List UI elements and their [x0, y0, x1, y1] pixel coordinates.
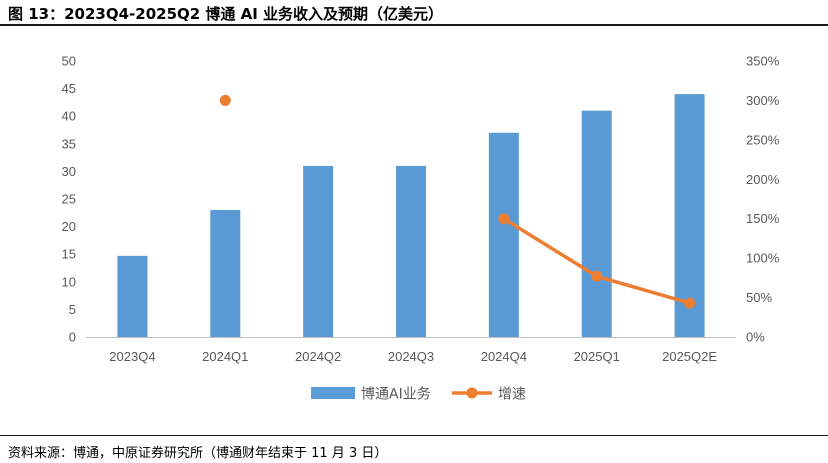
right-axis-tick: 50% — [746, 290, 772, 305]
bar — [117, 255, 148, 337]
category-label: 2025Q1 — [574, 349, 620, 364]
title-divider — [0, 24, 828, 26]
legend-label-bar: 博通AI业务 — [361, 386, 431, 403]
left-axis-tick: 45 — [62, 81, 76, 96]
growth-point — [219, 94, 231, 106]
right-axis-tick: 300% — [746, 93, 780, 108]
bar — [674, 94, 705, 338]
right-axis-tick: 250% — [746, 132, 780, 147]
growth-line-segment — [502, 216, 599, 279]
left-axis-tick: 5 — [69, 302, 76, 317]
figure-title: 图 13：2023Q4-2025Q2 博通 AI 业务收入及预期（亿美元） — [8, 5, 444, 23]
left-axis-tick: 30 — [62, 164, 76, 179]
left-axis-tick: 25 — [62, 192, 76, 207]
legend-swatch-bar — [311, 387, 355, 399]
bar — [488, 132, 519, 337]
category-label: 2024Q1 — [202, 349, 248, 364]
bar — [581, 110, 612, 338]
category-label: 2024Q4 — [481, 349, 527, 364]
legend-label-line: 增速 — [498, 387, 526, 403]
right-axis-tick: 100% — [746, 251, 780, 266]
left-axis-tick: 50 — [62, 54, 76, 69]
left-axis-tick: 40 — [62, 109, 76, 124]
category-label: 2024Q3 — [388, 349, 434, 364]
legend: 博通AI业务 增速 — [311, 386, 526, 403]
growth-point — [591, 270, 603, 282]
bar — [396, 165, 426, 337]
left-axis-tick: 10 — [62, 274, 76, 289]
growth-point — [684, 297, 696, 309]
right-axis-tick: 0% — [746, 330, 765, 345]
category-label: 2023Q4 — [109, 349, 155, 364]
legend-marker-line — [466, 387, 478, 399]
source-divider — [0, 435, 828, 436]
growth-line-segment — [594, 274, 692, 305]
bar — [210, 210, 241, 337]
left-axis-tick: 15 — [62, 247, 76, 262]
left-axis-tick: 20 — [62, 219, 76, 234]
left-axis-tick: 35 — [62, 136, 76, 151]
growth-point — [498, 213, 510, 225]
category-label: 2024Q2 — [295, 349, 341, 364]
bar — [303, 165, 334, 337]
right-axis-tick: 200% — [746, 172, 780, 187]
right-axis-tick: 350% — [746, 54, 780, 69]
right-axis-tick: 150% — [746, 211, 780, 226]
left-axis-tick: 0 — [69, 330, 76, 345]
source-note: 资料来源：博通，中原证券研究所（博通财年结束于 11 月 3 日） — [8, 446, 388, 461]
category-label: 2025Q2E — [662, 349, 717, 364]
